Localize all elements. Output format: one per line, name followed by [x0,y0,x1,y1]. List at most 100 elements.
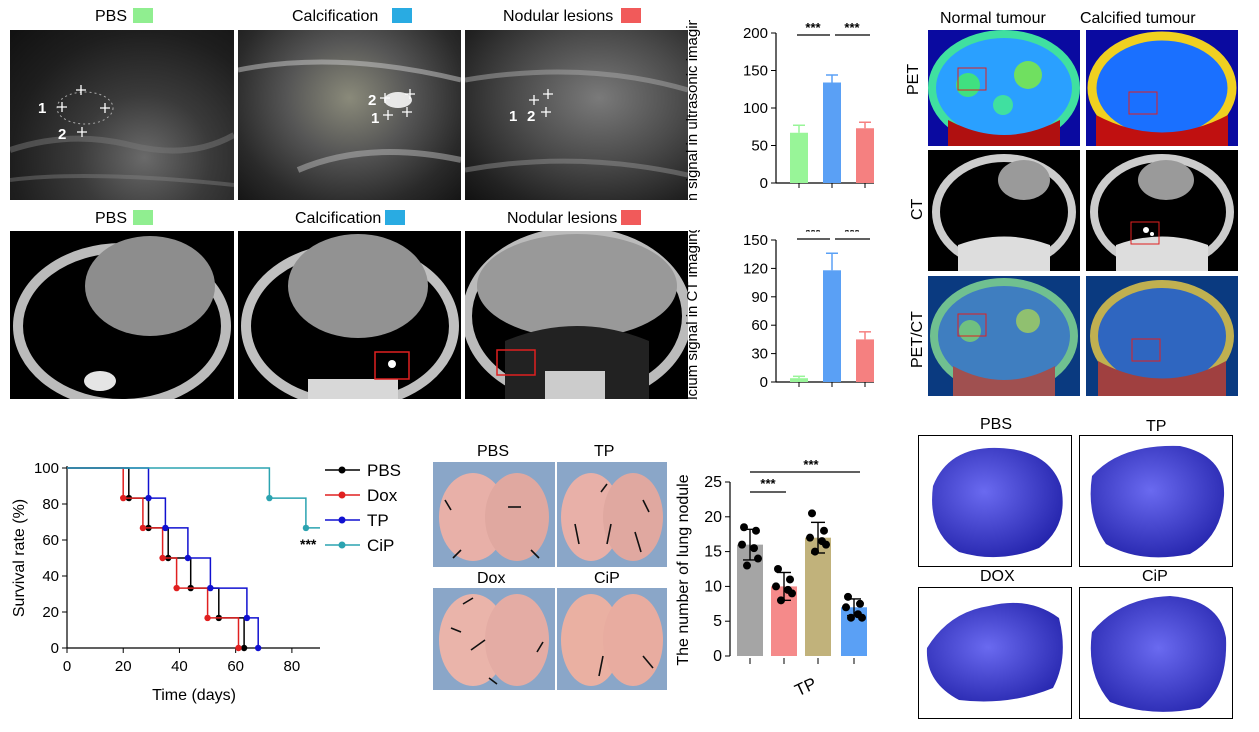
data-point [842,603,850,611]
significance-label: *** [760,476,776,491]
series-line-cip [67,468,320,528]
data-point [822,541,830,549]
y-tick-label: 0 [51,640,59,657]
series-point [185,555,191,561]
marker-1: 1 [38,100,46,117]
x-tick-label: 80 [284,658,301,675]
us-label-calcification: Calcification [292,8,412,26]
bar [856,339,874,382]
data-point [844,593,852,601]
legend-marker [339,492,346,499]
mesh-label-dox: DOX [980,568,1015,586]
y-tick-label: 90 [751,289,768,306]
series-point [207,585,213,591]
y-tick-label: 5 [713,613,722,630]
ct-label-pbs: PBS [95,210,153,228]
bar [790,378,808,382]
legend-marker [339,542,346,549]
significance-label: *** [803,457,819,472]
marker-2: 2 [58,126,66,143]
y-tick-label: 20 [704,509,722,526]
significance-label: *** [844,230,860,239]
mesh-image-tp [1079,435,1233,567]
pbs-swatch [133,210,153,225]
ct-image-nodular [465,231,688,399]
data-point [811,548,819,556]
data-point [738,541,746,549]
chart-ylabel: Survival rate (%) [11,499,28,617]
pet-col-normal: Normal tumour [940,10,1046,28]
ct-label-calcification: Calcification [295,210,405,228]
nodular-swatch [621,8,641,23]
pet-col-calcified: Calcified tumour [1080,10,1196,28]
bar [823,83,841,184]
ct-image-calcification [238,231,461,399]
legend-label: TP [367,511,389,530]
chart-xlabel: Time (days) [152,687,236,704]
y-tick-label: 15 [704,544,722,561]
data-point [820,527,828,535]
series-point [204,615,210,621]
x-tick-label: TP [792,674,820,700]
lung-photo-cip [557,588,667,690]
series-line-pbs [67,468,244,648]
pet-row-pet: PET [905,64,923,95]
y-tick-label: 60 [42,532,59,549]
ct-image-calcified [1086,150,1238,271]
chart-ylabel: Calcium signal in ultrasonic imaging [684,20,701,200]
y-tick-label: 120 [743,260,768,277]
y-tick-label: 100 [743,100,768,117]
data-point [772,582,780,590]
lung-photo-pbs [433,462,555,567]
mesh-image-dox [918,587,1072,719]
series-point [159,555,165,561]
mesh-label-pbs: PBS [980,416,1012,434]
series-point [255,645,261,651]
pbs-swatch [133,8,153,23]
significance-label: *** [805,230,821,239]
bar [805,538,831,656]
y-tick-label: 100 [34,460,59,477]
series-point [266,495,272,501]
chart-ct: Calcium signal in CT imaging 0 30 60 90 120 1… [680,230,890,400]
mesh-image-cip [1079,587,1233,719]
y-tick-label: 25 [704,474,722,491]
y-tick-label: 60 [751,317,768,334]
mesh-image-pbs [918,435,1072,567]
data-point [752,527,760,535]
chart-lung-nodule: The number of lung nodule 0 5 10 15 20 25 TP **… [670,452,880,702]
series-point [303,525,309,531]
data-point [806,534,814,542]
pet-image-calcified [1086,30,1238,146]
legend-marker [339,467,346,474]
y-tick-label: 50 [751,138,768,155]
lung-label-tp: TP [594,443,614,461]
bar [823,270,841,382]
legend-label: CiP [367,536,394,555]
series-point [145,495,151,501]
nodular-swatch [621,210,641,225]
mesh-label-cip: CiP [1142,568,1168,586]
series-point [241,645,247,651]
chart-ylabel: Calcium signal in CT imaging [684,230,701,400]
data-point [750,544,758,552]
marker-2: 2 [368,92,376,109]
legend-marker [339,517,346,524]
legend-label: Dox [367,486,398,505]
pet-row-ct: CT [909,199,927,220]
legend-label: PBS [367,461,401,480]
y-tick-label: 0 [760,175,768,192]
data-point [808,509,816,517]
chart-survival: Survival rate (%) Time (days) 0 20 40 60 80 1… [0,450,420,710]
lung-label-cip: CiP [594,570,620,588]
data-point [740,523,748,531]
significance-label: *** [844,20,860,35]
data-point [774,565,782,573]
calcification-swatch [385,210,405,225]
significance-label: *** [805,20,821,35]
series-point [235,645,241,651]
ultrasound-image-calcification: 2 1 [238,30,461,200]
chart-ultrasound: Calcium signal in ultrasonic imaging 0 50… [680,20,890,200]
y-tick-label: 30 [751,346,768,363]
x-tick-label: 0 [63,658,71,675]
